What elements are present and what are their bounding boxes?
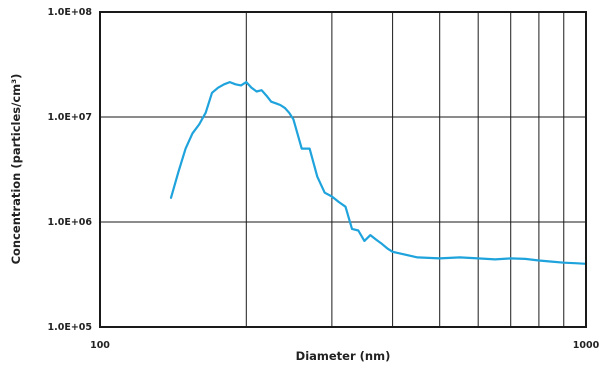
y-axis-ticks: 1.0E+05 1.0E+06 1.0E+07 1.0E+08 [48,7,93,333]
x-axis-title: Diameter (nm) [296,349,391,363]
y-tick-label: 1.0E+05 [48,322,93,333]
series-line [169,80,588,265]
y-tick-label: 1.0E+08 [48,7,93,18]
y-tick-label: 1.0E+06 [48,217,93,228]
x-tick-label: 100 [90,340,110,351]
plot-frame [99,11,587,328]
x-axis-ticks: 100 1000 [90,340,600,351]
y-axis-title: Concentration (particles/cm³) [9,74,23,265]
y-tick-label: 1.0E+07 [48,112,93,123]
x-tick-label: 1000 [573,340,600,351]
grid-lines [100,11,586,328]
series-layer [169,80,588,265]
